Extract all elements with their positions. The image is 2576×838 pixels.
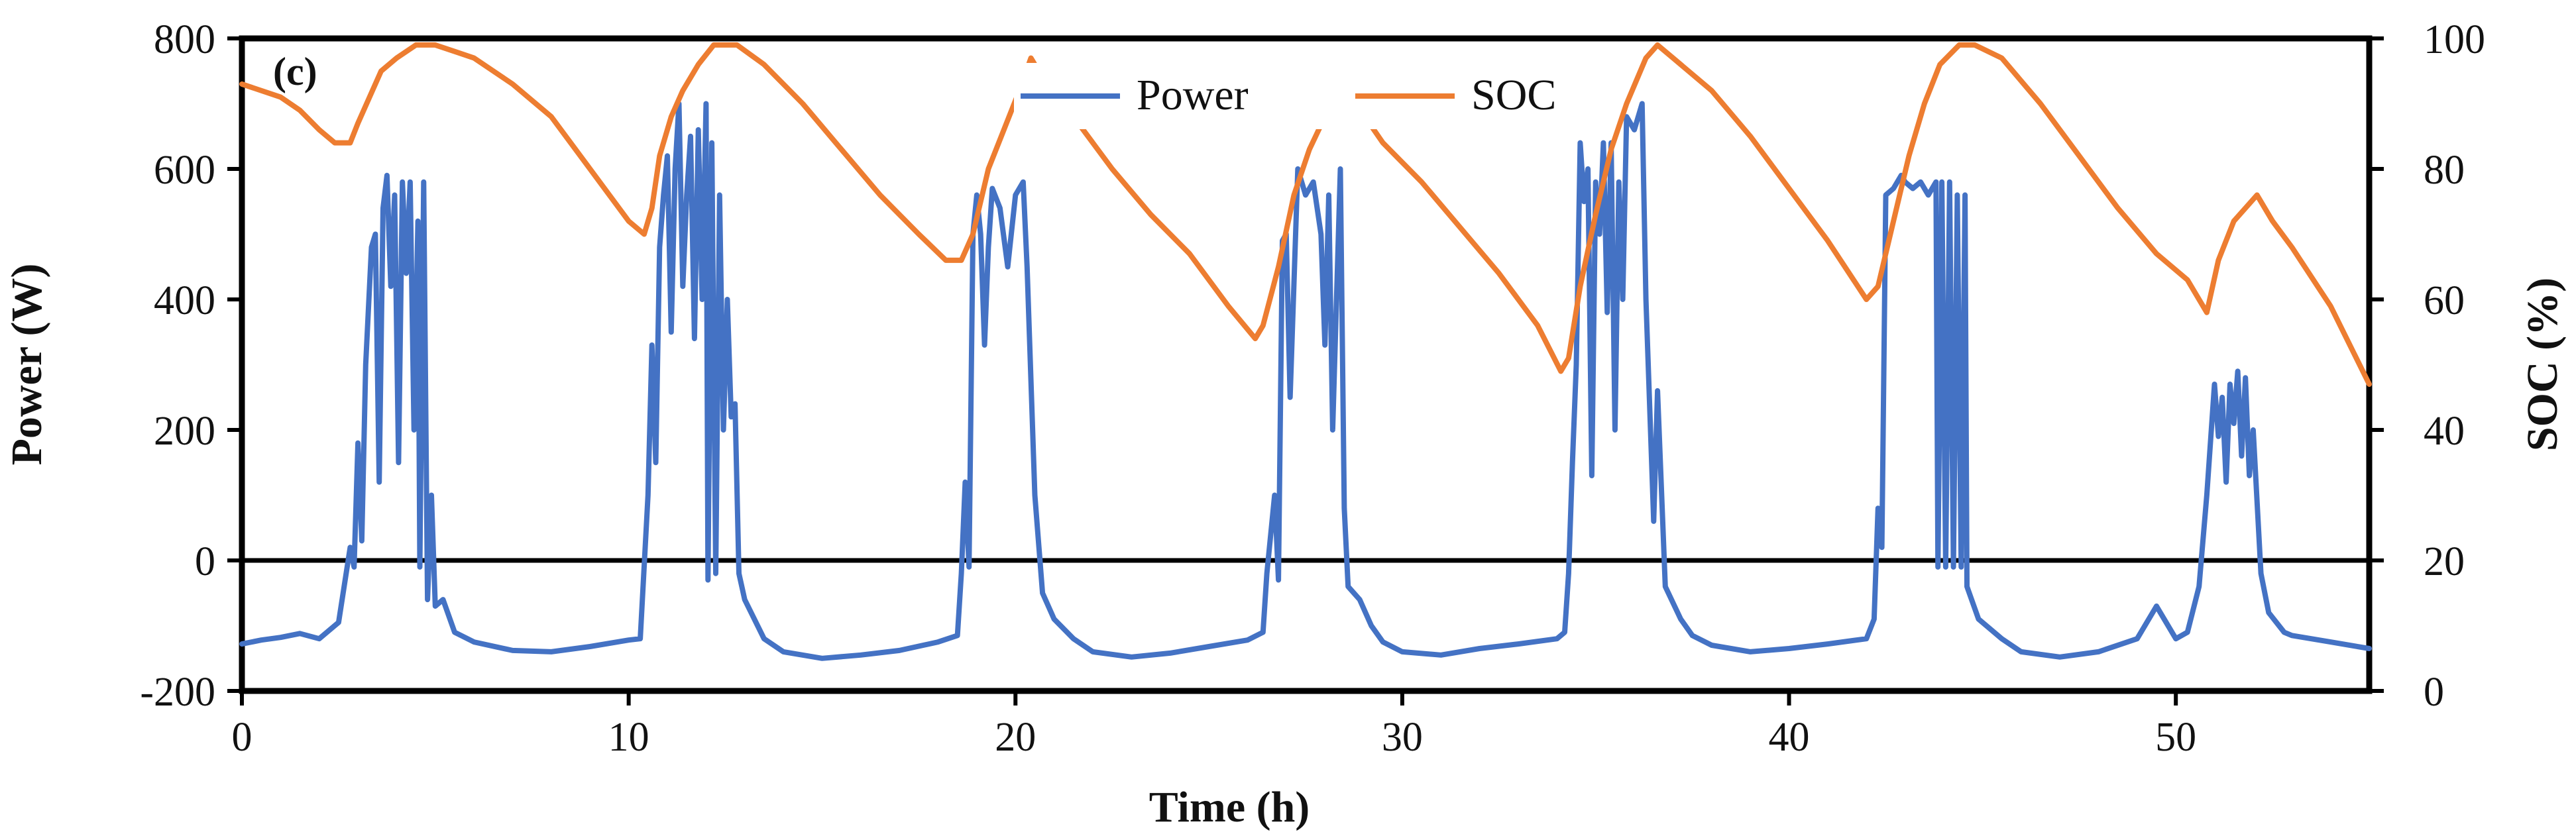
y-left-tick-label: 200	[154, 409, 215, 454]
soc-series	[239, 42, 2372, 387]
legend: Power SOC	[1014, 63, 1597, 129]
y-left-tick-label: 0	[195, 539, 215, 584]
y-left-tick-label: 800	[154, 17, 215, 62]
plot-frame	[239, 35, 2373, 694]
y-right-tick-label: 80	[2424, 148, 2465, 193]
soc-line	[239, 42, 2372, 387]
y-axis-left: -200 0 200 400 600 800	[140, 17, 242, 715]
x-axis-title: Time (h)	[1149, 783, 1310, 831]
y-right-tick-label: 20	[2424, 539, 2465, 584]
y-left-tick-label: -200	[140, 670, 215, 715]
y-right-tick-label: 0	[2424, 670, 2444, 715]
x-tick-label: 50	[2155, 715, 2196, 760]
panel-label: (c)	[273, 50, 317, 93]
legend-soc-label: SOC	[1471, 71, 1556, 119]
plot-area	[239, 35, 2373, 694]
x-tick-label: 30	[1382, 715, 1423, 760]
y-right-tick-label: 60	[2424, 278, 2465, 323]
x-axis: 0 10 20 30 40 50	[232, 691, 2196, 760]
x-tick-label: 10	[608, 715, 649, 760]
x-tick-label: 20	[995, 715, 1036, 760]
x-tick-label: 0	[232, 715, 252, 760]
y-right-tick-label: 100	[2424, 17, 2485, 62]
x-tick-label: 40	[1769, 715, 1810, 760]
legend-power-label: Power	[1137, 71, 1249, 119]
y-axis-right: 0 20 40 60 80 100	[2369, 17, 2485, 715]
y-right-tick-label: 40	[2424, 409, 2465, 454]
y-axis-left-title: Power (W)	[3, 264, 51, 466]
y-left-tick-label: 600	[154, 148, 215, 193]
y-axis-right-title: SOC (%)	[2518, 278, 2567, 451]
y-left-tick-label: 400	[154, 278, 215, 323]
